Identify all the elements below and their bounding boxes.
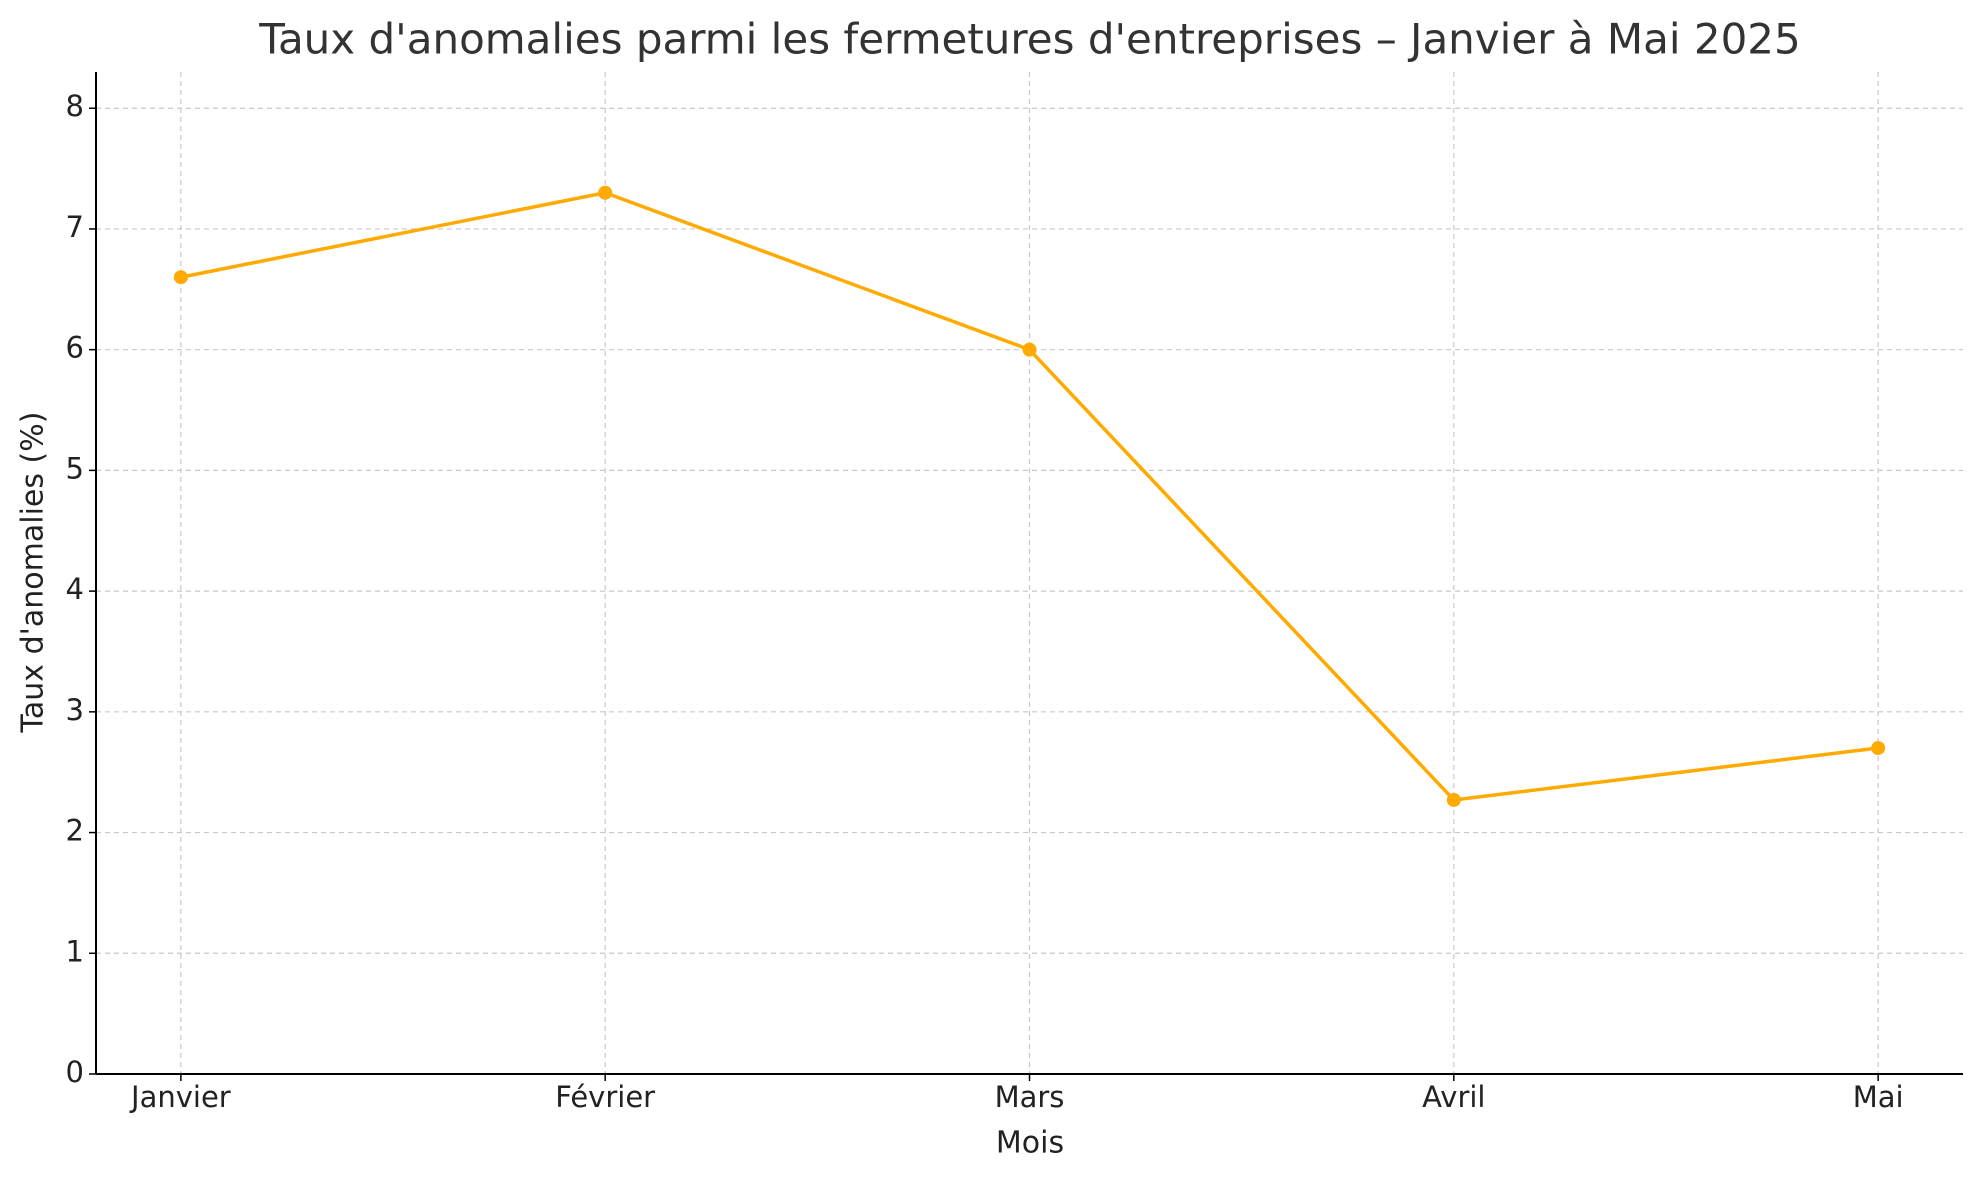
marker	[173, 270, 188, 285]
marker	[1022, 342, 1037, 357]
y-tick-label: 3	[66, 693, 84, 727]
x-tick-label: Février	[555, 1080, 655, 1114]
marker	[1871, 741, 1886, 756]
y-tick-label: 6	[66, 331, 84, 365]
x-tick-label: Mai	[1853, 1080, 1904, 1114]
y-tick-label: 7	[66, 210, 84, 244]
x-tick-label: Mars	[995, 1080, 1065, 1114]
y-tick-label: 5	[66, 451, 84, 485]
y-tick-label: 4	[66, 572, 84, 606]
y-axis-label: Taux d'anomalies (%)	[16, 412, 51, 734]
x-tick-label: Janvier	[129, 1080, 231, 1114]
y-tick-label: 1	[66, 934, 84, 968]
y-tick-label: 0	[66, 1055, 84, 1089]
y-tick-label: 2	[66, 814, 84, 848]
marker	[598, 185, 613, 200]
x-tick-label: Avril	[1422, 1080, 1485, 1114]
y-tick-label: 8	[66, 89, 84, 123]
x-axis-label: Mois	[996, 1126, 1064, 1161]
marker	[1446, 792, 1461, 807]
chart-title: Taux d'anomalies parmi les fermetures d'…	[258, 15, 1801, 64]
